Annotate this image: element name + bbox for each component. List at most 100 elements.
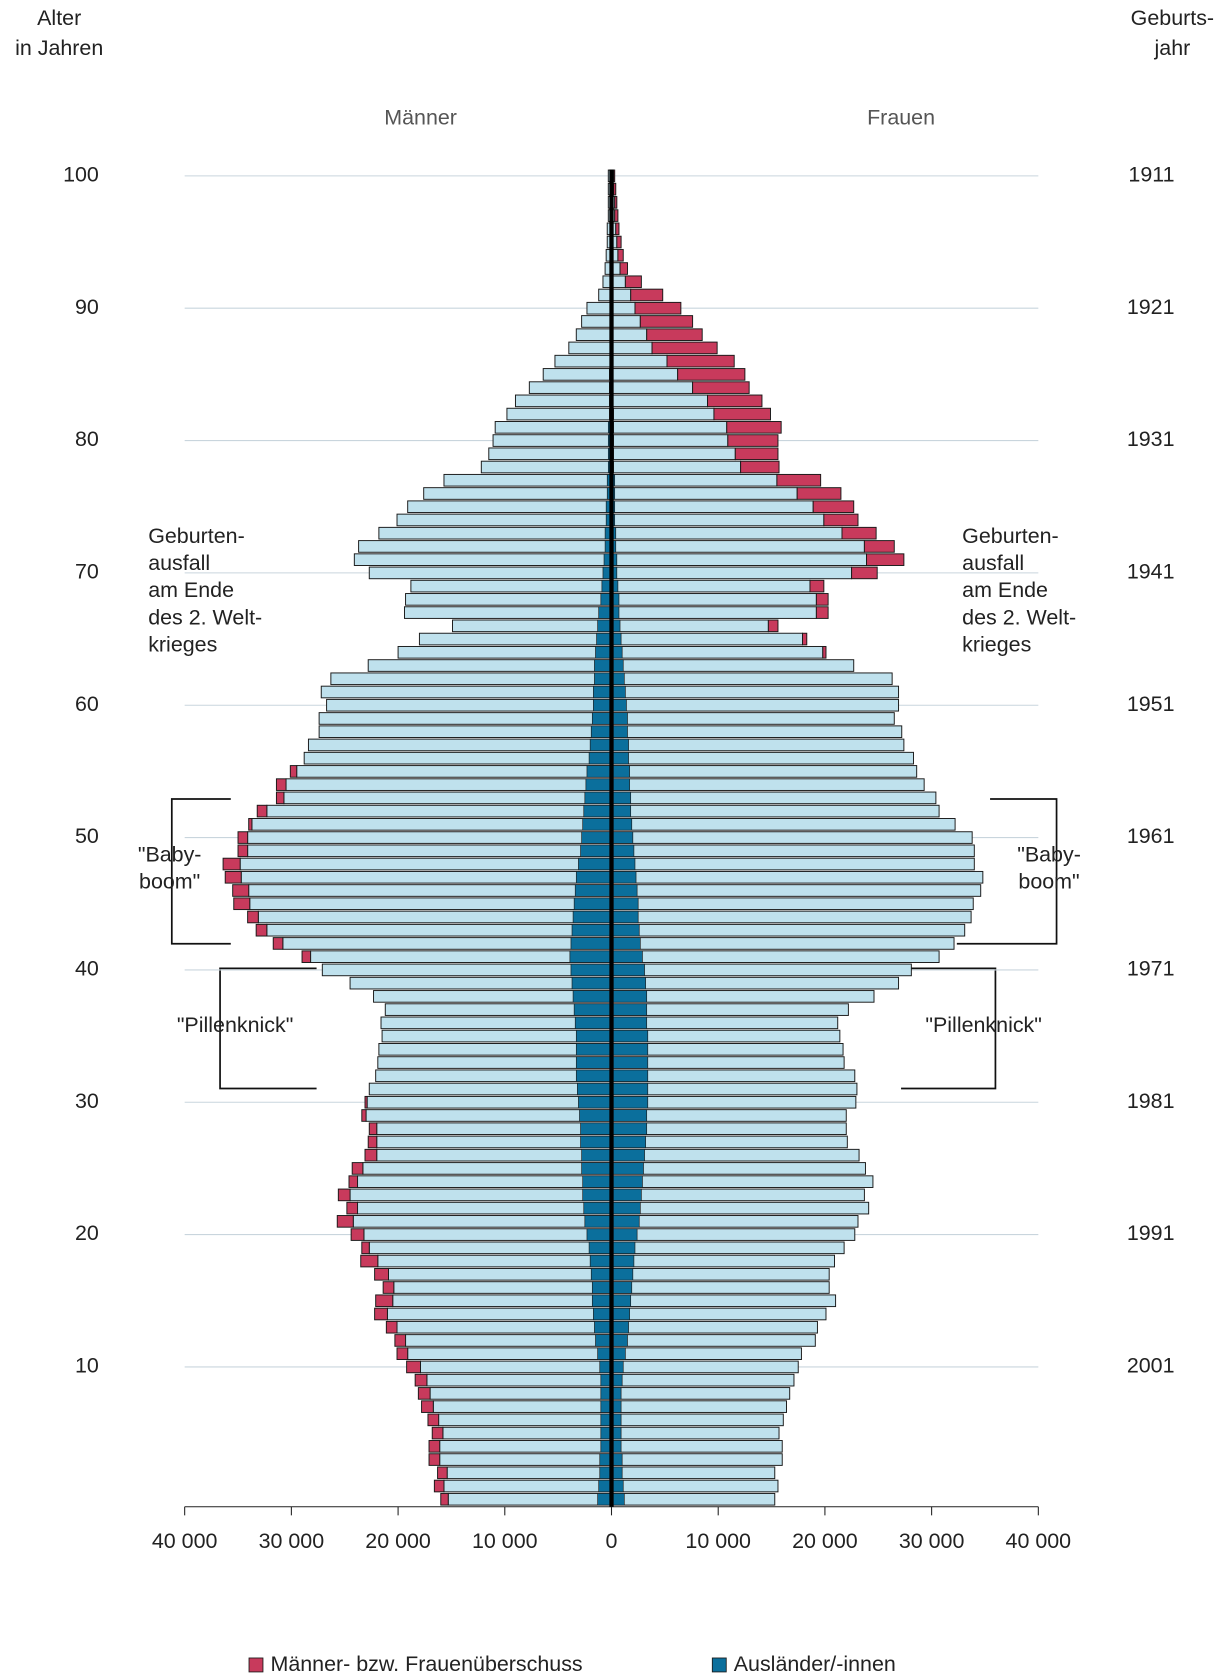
annotation: "Pillenknick" xyxy=(925,1013,1042,1037)
foreign-bar xyxy=(611,1003,648,1016)
foreign-bar xyxy=(596,632,612,646)
surplus-bar xyxy=(796,487,842,500)
surplus-bar xyxy=(224,870,242,884)
legend-label: Ausländer/-innen xyxy=(734,1652,896,1673)
bar xyxy=(611,884,982,897)
foreign-bar xyxy=(581,1162,612,1175)
bar xyxy=(611,923,966,937)
bar xyxy=(393,1281,612,1294)
y2-tick-label: 1911 xyxy=(1128,163,1174,187)
bar xyxy=(247,844,612,858)
surplus-bar xyxy=(360,1254,379,1268)
surplus-bar xyxy=(651,341,718,355)
foreign-bar xyxy=(593,685,612,699)
y-tick-label: 10 xyxy=(75,1354,99,1378)
bar xyxy=(611,778,925,791)
foreign-bar xyxy=(580,1135,612,1149)
bar xyxy=(611,1413,784,1427)
surplus-bar xyxy=(248,818,253,831)
foreign-bar xyxy=(582,1175,612,1188)
surplus-bar xyxy=(431,1426,444,1440)
surplus-bar xyxy=(364,1148,378,1162)
surplus-bar xyxy=(414,1373,428,1387)
bar xyxy=(283,791,612,805)
surplus-bar xyxy=(851,566,878,580)
foreign-bar xyxy=(611,1294,632,1307)
foreign-bar xyxy=(570,963,612,977)
bar xyxy=(386,1307,612,1321)
foreign-bar xyxy=(611,1162,644,1175)
foreign-bar xyxy=(578,1096,612,1109)
surplus-bar xyxy=(275,778,287,791)
bar xyxy=(611,1466,776,1480)
surplus-bar xyxy=(815,606,829,619)
bar xyxy=(611,950,940,963)
bar xyxy=(307,738,612,752)
bar xyxy=(611,937,955,950)
bar xyxy=(266,804,612,818)
bar xyxy=(426,1373,612,1387)
bar xyxy=(611,1215,859,1228)
surplus-bar xyxy=(433,1479,445,1493)
bars xyxy=(222,169,984,1506)
bar xyxy=(396,1320,612,1334)
legend-label: Männer- bzw. Frauenüberschuss xyxy=(270,1652,582,1673)
bar xyxy=(257,910,612,924)
x-tick-label: 30 000 xyxy=(259,1529,325,1553)
foreign-bar xyxy=(611,910,639,924)
bar xyxy=(353,553,612,566)
surplus-bar xyxy=(666,354,735,368)
foreign-bar xyxy=(611,1122,648,1135)
bar xyxy=(362,1162,612,1175)
y-tick-label: 60 xyxy=(75,692,99,716)
foreign-bar xyxy=(579,1109,612,1122)
foreign-bar xyxy=(611,977,646,990)
foreign-bar xyxy=(583,1201,612,1215)
surplus-bar xyxy=(614,196,618,209)
surplus-bar xyxy=(630,288,664,302)
bar xyxy=(611,1281,830,1294)
surplus-bar xyxy=(364,1095,368,1109)
foreign-bar xyxy=(595,1334,612,1347)
bar xyxy=(318,725,612,739)
foreign-bar xyxy=(572,990,612,1003)
annotation: des 2. Welt- xyxy=(148,605,262,629)
foreign-bar xyxy=(611,1149,645,1162)
surplus-bar xyxy=(614,209,619,222)
bar xyxy=(611,1492,776,1506)
bar xyxy=(611,672,893,686)
bar xyxy=(376,1148,612,1162)
bar xyxy=(611,593,817,606)
bar xyxy=(611,1148,860,1162)
bar xyxy=(363,1228,612,1241)
foreign-bar xyxy=(577,1082,612,1096)
y2-tick-label: 1971 xyxy=(1127,957,1175,981)
foreign-bar xyxy=(584,1215,612,1228)
bar xyxy=(611,698,900,712)
bar xyxy=(368,1241,612,1255)
side-label: Frauen xyxy=(867,106,935,130)
bar xyxy=(611,540,865,553)
bar xyxy=(443,473,612,487)
bar xyxy=(396,513,612,527)
foreign-bar xyxy=(588,752,612,765)
bar xyxy=(611,1426,780,1440)
bar xyxy=(611,897,974,911)
foreign-bar xyxy=(611,937,641,950)
bar xyxy=(611,844,975,858)
y-tick-label: 100 xyxy=(63,163,99,187)
y2-tick-label: 1991 xyxy=(1127,1221,1175,1245)
annotation: boom" xyxy=(139,869,200,893)
surplus-bar xyxy=(337,1188,351,1202)
bar xyxy=(376,1135,612,1149)
y2-tick-label: 1931 xyxy=(1127,427,1175,451)
surplus-bar xyxy=(361,1241,370,1255)
foreign-bar xyxy=(571,977,612,990)
foreign-bar xyxy=(591,1281,612,1294)
bar xyxy=(352,1215,612,1228)
bar xyxy=(611,328,648,341)
foreign-bar xyxy=(589,1254,612,1268)
bar xyxy=(611,1453,783,1466)
foreign-bar xyxy=(581,1149,612,1162)
annotation: am Ende xyxy=(148,578,234,602)
